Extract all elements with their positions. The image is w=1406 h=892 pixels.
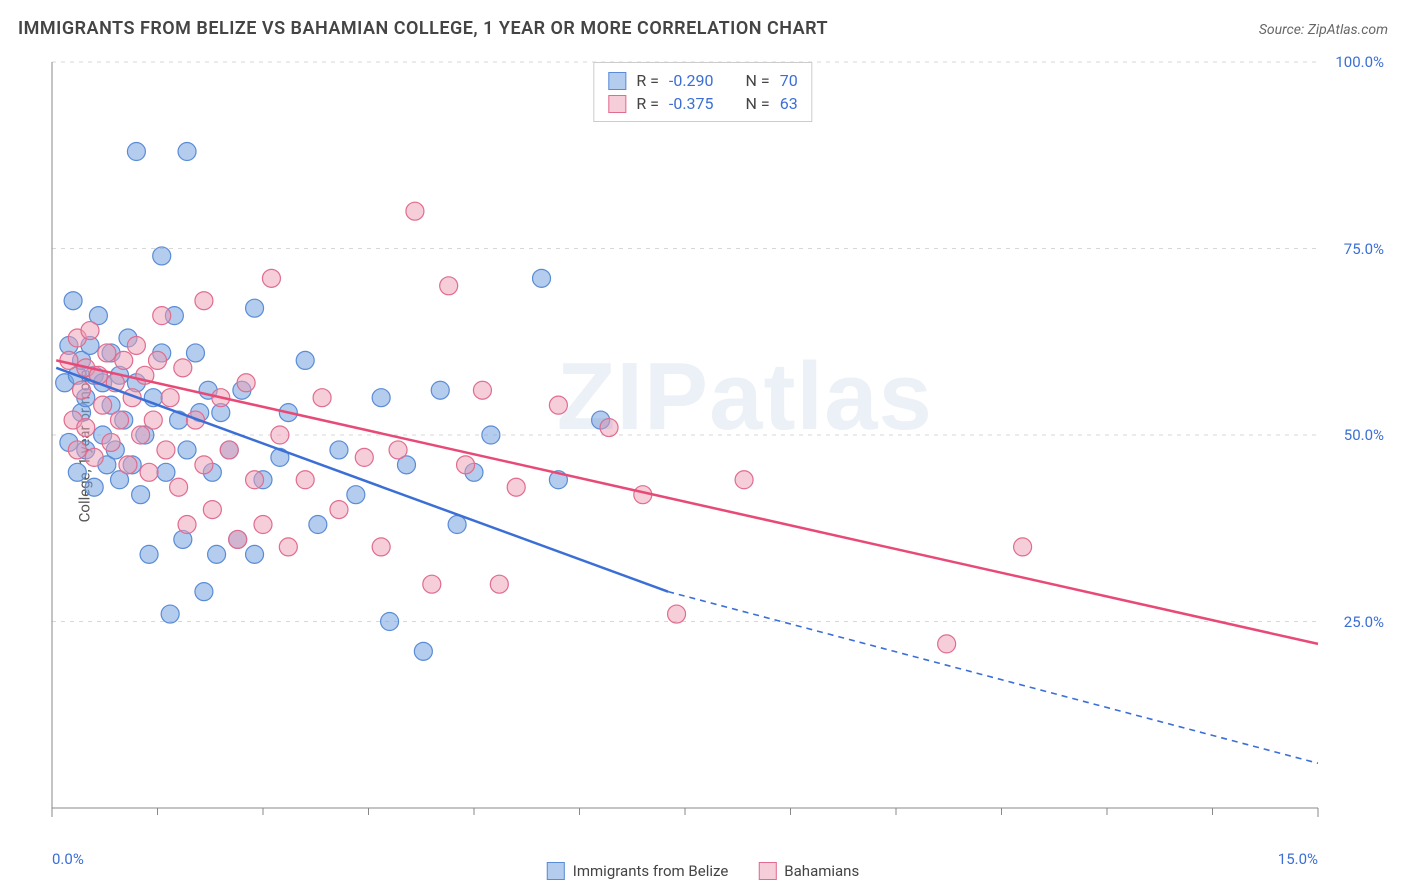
stats-value-n: 63 (780, 94, 798, 113)
stats-label-n: N = (746, 71, 770, 90)
y-tick-label: 100.0% (1335, 53, 1384, 71)
source-attribution: Source: ZipAtlas.com (1259, 22, 1388, 38)
chart-title: IMMIGRANTS FROM BELIZE VS BAHAMIAN COLLE… (18, 18, 828, 39)
legend-item: Immigrants from Belize (547, 862, 729, 880)
stats-value-r: -0.290 (669, 71, 714, 90)
chart-area: ZIPatlas 25.0%50.0%75.0%100.0% 0.0%15.0% (48, 58, 1388, 828)
y-tick-label: 50.0% (1344, 426, 1384, 444)
x-tick-label: 15.0% (1278, 850, 1318, 868)
stats-label-n: N = (746, 94, 770, 113)
stats-value-n: 70 (780, 71, 798, 90)
stats-label-r: R = (636, 94, 659, 113)
stats-label-r: R = (636, 71, 659, 90)
legend-swatch (547, 862, 565, 880)
legend-label: Immigrants from Belize (573, 862, 729, 880)
y-tick-label: 75.0% (1344, 240, 1384, 258)
stats-value-r: -0.375 (669, 94, 714, 113)
legend-swatch (608, 72, 626, 90)
legend-swatch (608, 95, 626, 113)
stats-row: R = -0.375 N = 63 (608, 92, 797, 115)
legend-item: Bahamians (758, 862, 859, 880)
y-tick-label: 25.0% (1344, 613, 1384, 631)
legend-swatch (758, 862, 776, 880)
x-tick-label: 0.0% (52, 850, 84, 868)
stats-legend-box: R = -0.290 N = 70 R = -0.375 N = 63 (593, 62, 812, 122)
stats-row: R = -0.290 N = 70 (608, 69, 797, 92)
legend-label: Bahamians (784, 862, 859, 880)
bottom-legend: Immigrants from Belize Bahamians (547, 862, 859, 880)
scatter-plot (48, 58, 1388, 828)
